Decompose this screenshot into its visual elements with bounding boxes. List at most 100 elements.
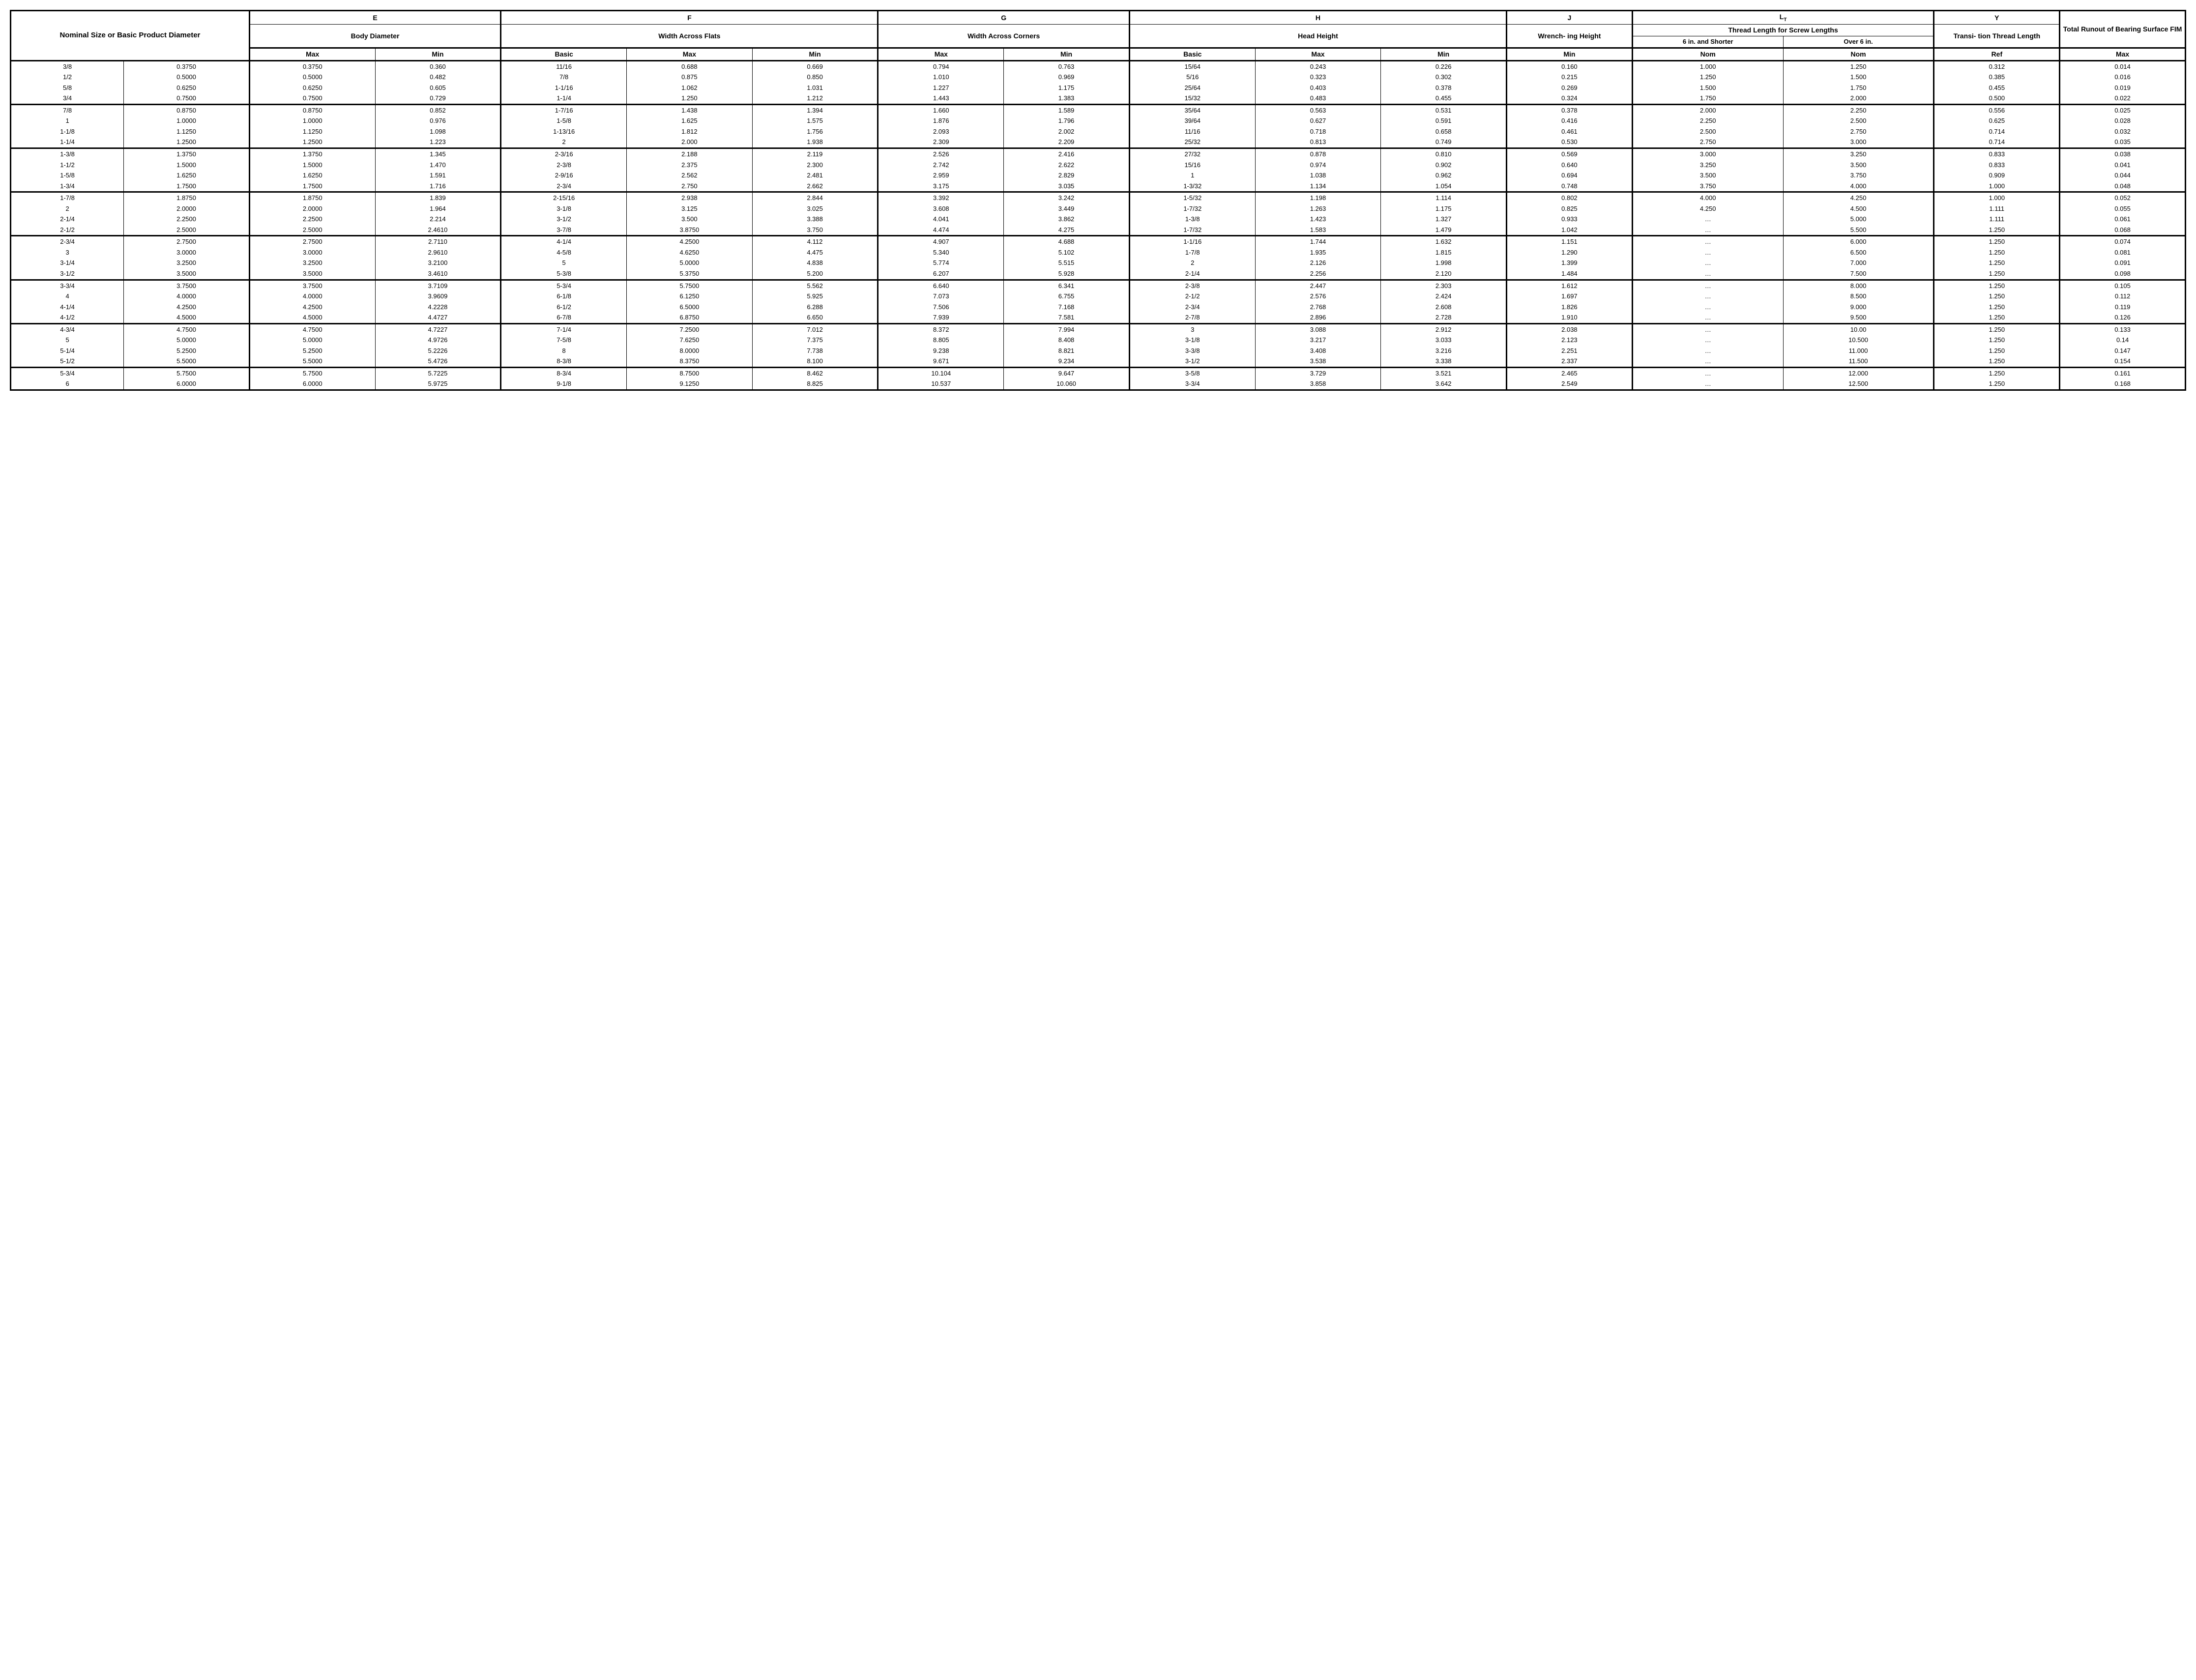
col-letter: G [878, 11, 1129, 25]
cell: 1.114 [1381, 192, 1507, 203]
cell: 1.612 [1507, 280, 1633, 291]
cell: 7-1/4 [501, 323, 627, 335]
cell: 4.5000 [124, 312, 250, 323]
cell: 2.912 [1381, 323, 1507, 335]
sub-header: Basic [1129, 48, 1255, 60]
cell: 4.0000 [249, 291, 375, 302]
cell: 2.844 [752, 192, 878, 203]
cell: 2.123 [1507, 335, 1633, 346]
cell: 6.650 [752, 312, 878, 323]
cell: 1.134 [1255, 181, 1381, 192]
cell: 6.0000 [249, 378, 375, 390]
cell: 0.044 [2060, 170, 2186, 181]
cell: 0.658 [1381, 126, 1507, 137]
cell: 3 [1129, 323, 1255, 335]
cell: … [1632, 378, 1783, 390]
cell: 3-1/4 [11, 258, 124, 268]
cell: 1/2 [11, 72, 124, 83]
cell: 4.250 [1783, 192, 1934, 203]
cell: 10.060 [1004, 378, 1130, 390]
cell: 2.500 [1783, 116, 1934, 126]
cell: 0.243 [1255, 60, 1381, 72]
cell: 0.048 [2060, 181, 2186, 192]
cell: 8.408 [1004, 335, 1130, 346]
cell: 1-1/4 [11, 137, 124, 148]
cell: 1.575 [752, 116, 878, 126]
cell: 1.250 [627, 93, 753, 104]
cell: 1.484 [1507, 268, 1633, 280]
cell: 0.025 [2060, 104, 2186, 116]
cell: 1-7/8 [11, 192, 124, 203]
cell: 0.055 [2060, 203, 2186, 214]
cell: 0.813 [1255, 137, 1381, 148]
cell: 1.223 [375, 137, 501, 148]
cell: 9.238 [878, 346, 1004, 356]
cell: 1.876 [878, 116, 1004, 126]
cell: 1.5000 [124, 160, 250, 171]
cell: 3.7109 [375, 280, 501, 291]
cell: 0.850 [752, 72, 878, 83]
cell: 3.250 [1783, 148, 1934, 160]
cell: 2.896 [1255, 312, 1381, 323]
group-label: Width Across Flats [501, 25, 878, 48]
cell: 0.625 [1934, 116, 2060, 126]
cell: 1.263 [1255, 203, 1381, 214]
cell: 7.500 [1783, 268, 1934, 280]
cell: 9.647 [1004, 367, 1130, 378]
cell: 3.750 [1783, 170, 1934, 181]
cell: 1.250 [1934, 356, 2060, 367]
cell: 2.4610 [375, 225, 501, 236]
cell: 1.750 [1632, 93, 1783, 104]
cell: 7.738 [752, 346, 878, 356]
cell: 3.242 [1004, 192, 1130, 203]
cell: 1.042 [1507, 225, 1633, 236]
cell: 11/16 [501, 60, 627, 72]
cell: 3.7500 [249, 280, 375, 291]
cell: 5.2500 [249, 346, 375, 356]
cell: 5.0000 [249, 335, 375, 346]
cell: 0.7500 [124, 93, 250, 104]
cell: 1.290 [1507, 247, 1633, 258]
cell: 2-1/4 [1129, 268, 1255, 280]
cell: 0.802 [1507, 192, 1633, 203]
cell: 4.838 [752, 258, 878, 268]
cell: 3.408 [1255, 346, 1381, 356]
cell: 1 [1129, 170, 1255, 181]
cell: 10.500 [1783, 335, 1934, 346]
cell: 1.175 [1004, 83, 1130, 93]
cell: 4.907 [878, 236, 1004, 247]
cell: 0.7500 [249, 93, 375, 104]
cell: 3.088 [1255, 323, 1381, 335]
cell: 0.825 [1507, 203, 1633, 214]
cell: 6.8750 [627, 312, 753, 323]
cell: 1.935 [1255, 247, 1381, 258]
cell: 1-1/16 [1129, 236, 1255, 247]
cell: 0.035 [2060, 137, 2186, 148]
cell: 0.500 [1934, 93, 2060, 104]
cell: 6 [11, 378, 124, 390]
cell: 7.168 [1004, 302, 1130, 313]
cell: 2.7110 [375, 236, 501, 247]
cell: 1-7/8 [1129, 247, 1255, 258]
group-label: Head Height [1129, 25, 1506, 48]
cell: 2.549 [1507, 378, 1633, 390]
cell: 3.025 [752, 203, 878, 214]
cell: 2.038 [1507, 323, 1633, 335]
cell: 1.098 [375, 126, 501, 137]
cell: 2.093 [878, 126, 1004, 137]
cell: … [1632, 302, 1783, 313]
cell: 4.275 [1004, 225, 1130, 236]
cell: 1.6250 [249, 170, 375, 181]
cell: … [1632, 291, 1783, 302]
cell: 0.749 [1381, 137, 1507, 148]
cell: 0.016 [2060, 72, 2186, 83]
cell: 1.625 [627, 116, 753, 126]
cell: 3.521 [1381, 367, 1507, 378]
cell: 0.324 [1507, 93, 1633, 104]
cell: 2-3/4 [11, 236, 124, 247]
cell: 1.744 [1255, 236, 1381, 247]
cell: 0.028 [2060, 116, 2186, 126]
cell: 0.976 [375, 116, 501, 126]
cell: 9.500 [1783, 312, 1934, 323]
cell: 1.250 [1934, 268, 2060, 280]
